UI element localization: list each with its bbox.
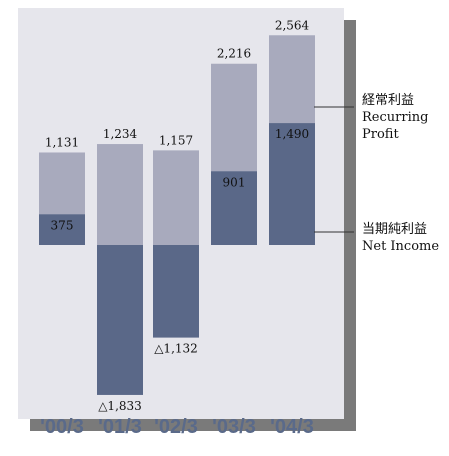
category-label: '01/3 [98,416,142,438]
category-label: '03/3 [212,416,256,438]
legend-netincome-line1: 当期純利益 [362,222,427,237]
category-label: '00/3 [40,416,84,438]
value-labels: 1,131 375 1,234 △1,833 1,157 △1,132 2,216 901 2,… [45,18,310,413]
label-net-income: △1,132 [154,342,198,356]
label-recurring-profit: 1,157 [159,133,193,147]
category-labels: '00/3 '01/3 '02/3 '03/3 '04/3 [40,416,314,438]
bar-net-income [39,214,85,245]
bar-recurring-profit [153,150,199,245]
bar-net-income [97,245,143,395]
label-net-income: △1,833 [98,399,142,413]
label-net-income: 901 [223,175,246,189]
legend-recurring-line2: Recurring [362,110,428,125]
legend-recurring-line1: 経常利益 [362,93,414,108]
bar-net-income [153,245,199,338]
category-label: '04/3 [270,416,314,438]
label-net-income: 375 [51,218,74,232]
bars [39,35,315,395]
bar-net-income [269,123,315,245]
bar-net-income [211,171,257,245]
legend-recurring-line3: Profit [362,127,399,142]
label-recurring-profit: 2,216 [217,47,251,61]
label-recurring-profit: 1,131 [45,135,79,149]
label-recurring-profit: 2,564 [275,18,310,32]
category-label: '02/3 [154,416,198,438]
legend-netincome-line2: Net Income [362,239,439,254]
label-recurring-profit: 1,234 [103,127,138,141]
bar-recurring-profit [97,144,143,245]
label-net-income: 1,490 [275,127,309,141]
